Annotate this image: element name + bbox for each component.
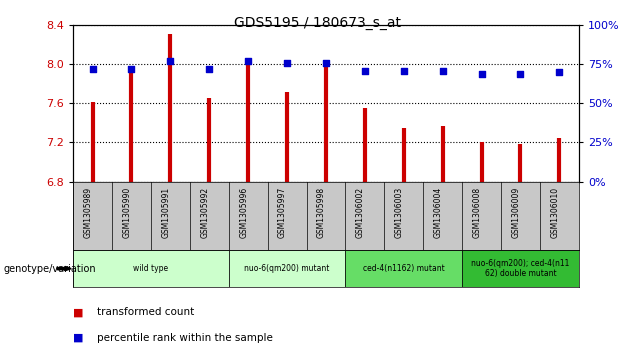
Text: wild type: wild type (134, 264, 169, 273)
Text: transformed count: transformed count (97, 307, 195, 317)
Point (165, 58, 176, 64)
Text: GSM1305996: GSM1305996 (239, 187, 248, 238)
Text: ■: ■ (73, 307, 84, 317)
Point (554, 69, 564, 75)
Text: GSM1306004: GSM1306004 (434, 187, 443, 238)
Point (282, 60, 292, 66)
Text: GSM1305991: GSM1305991 (162, 187, 170, 238)
Text: GSM1305998: GSM1305998 (317, 187, 326, 238)
Point (127, 66, 137, 72)
Text: nuo-6(qm200); ced-4(n11
62) double mutant: nuo-6(qm200); ced-4(n11 62) double mutan… (471, 259, 570, 278)
Point (88, 66, 98, 72)
Text: genotype/variation: genotype/variation (3, 264, 96, 274)
Bar (73, 250, 229, 287)
Text: GSM1305992: GSM1305992 (200, 187, 209, 238)
Text: GSM1306009: GSM1306009 (511, 187, 520, 238)
Text: GSM1305997: GSM1305997 (278, 187, 287, 238)
Point (321, 60, 331, 66)
Point (204, 66, 214, 72)
Text: GSM1305989: GSM1305989 (83, 187, 93, 238)
Text: GSM1306010: GSM1306010 (550, 187, 559, 238)
Bar (229, 250, 345, 287)
Text: ced-4(n1162) mutant: ced-4(n1162) mutant (363, 264, 445, 273)
Point (438, 68, 448, 74)
Text: GSM1306008: GSM1306008 (473, 187, 481, 238)
Point (243, 58, 253, 64)
Point (476, 71, 487, 77)
Point (399, 68, 409, 74)
Text: GDS5195 / 180673_s_at: GDS5195 / 180673_s_at (235, 16, 401, 30)
Text: nuo-6(qm200) mutant: nuo-6(qm200) mutant (244, 264, 329, 273)
Text: percentile rank within the sample: percentile rank within the sample (97, 333, 273, 343)
Bar (345, 250, 462, 287)
Text: GSM1306003: GSM1306003 (395, 187, 404, 238)
Text: GSM1305990: GSM1305990 (123, 187, 132, 238)
Point (515, 71, 525, 77)
Bar (462, 250, 579, 287)
Point (360, 68, 370, 74)
Text: ■: ■ (73, 333, 84, 343)
Text: GSM1306002: GSM1306002 (356, 187, 365, 238)
